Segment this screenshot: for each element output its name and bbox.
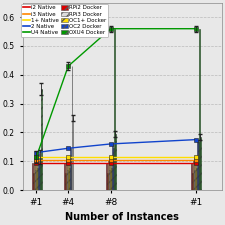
Bar	[39, 163, 40, 190]
Bar	[113, 148, 114, 190]
Bar	[112, 144, 113, 190]
Bar	[32, 163, 33, 190]
Bar	[71, 155, 72, 190]
Bar	[109, 171, 110, 190]
Bar	[200, 137, 201, 190]
Bar	[34, 160, 35, 190]
Bar	[33, 173, 34, 190]
Bar	[196, 168, 197, 190]
Bar	[67, 171, 68, 190]
Bar	[65, 173, 66, 190]
Bar	[37, 168, 38, 190]
Bar	[69, 168, 70, 190]
Bar	[64, 163, 65, 190]
Bar	[36, 157, 37, 190]
Bar	[72, 118, 73, 190]
Bar	[193, 160, 194, 190]
Bar	[66, 160, 67, 190]
Bar	[106, 163, 107, 190]
Bar	[192, 173, 193, 190]
Bar	[198, 142, 199, 190]
Bar	[38, 153, 39, 190]
Bar	[108, 160, 109, 190]
Bar	[68, 157, 69, 190]
Legend: i2 Native, i3 Native, 1+ Native, 2 Native, U4 Native, RPi2 Docker, RPi3 Docker, : i2 Native, i3 Native, 1+ Native, 2 Nativ…	[21, 4, 108, 37]
Bar	[111, 168, 112, 190]
Bar	[197, 140, 198, 190]
Bar	[70, 148, 71, 190]
Bar	[191, 163, 192, 190]
Bar	[199, 29, 200, 190]
Bar	[114, 29, 115, 190]
Bar	[115, 134, 116, 190]
X-axis label: Number of Instances: Number of Instances	[65, 212, 179, 222]
Bar	[195, 157, 196, 190]
Bar	[107, 173, 108, 190]
Bar	[35, 171, 36, 190]
Bar	[110, 157, 111, 190]
Bar	[194, 171, 195, 190]
